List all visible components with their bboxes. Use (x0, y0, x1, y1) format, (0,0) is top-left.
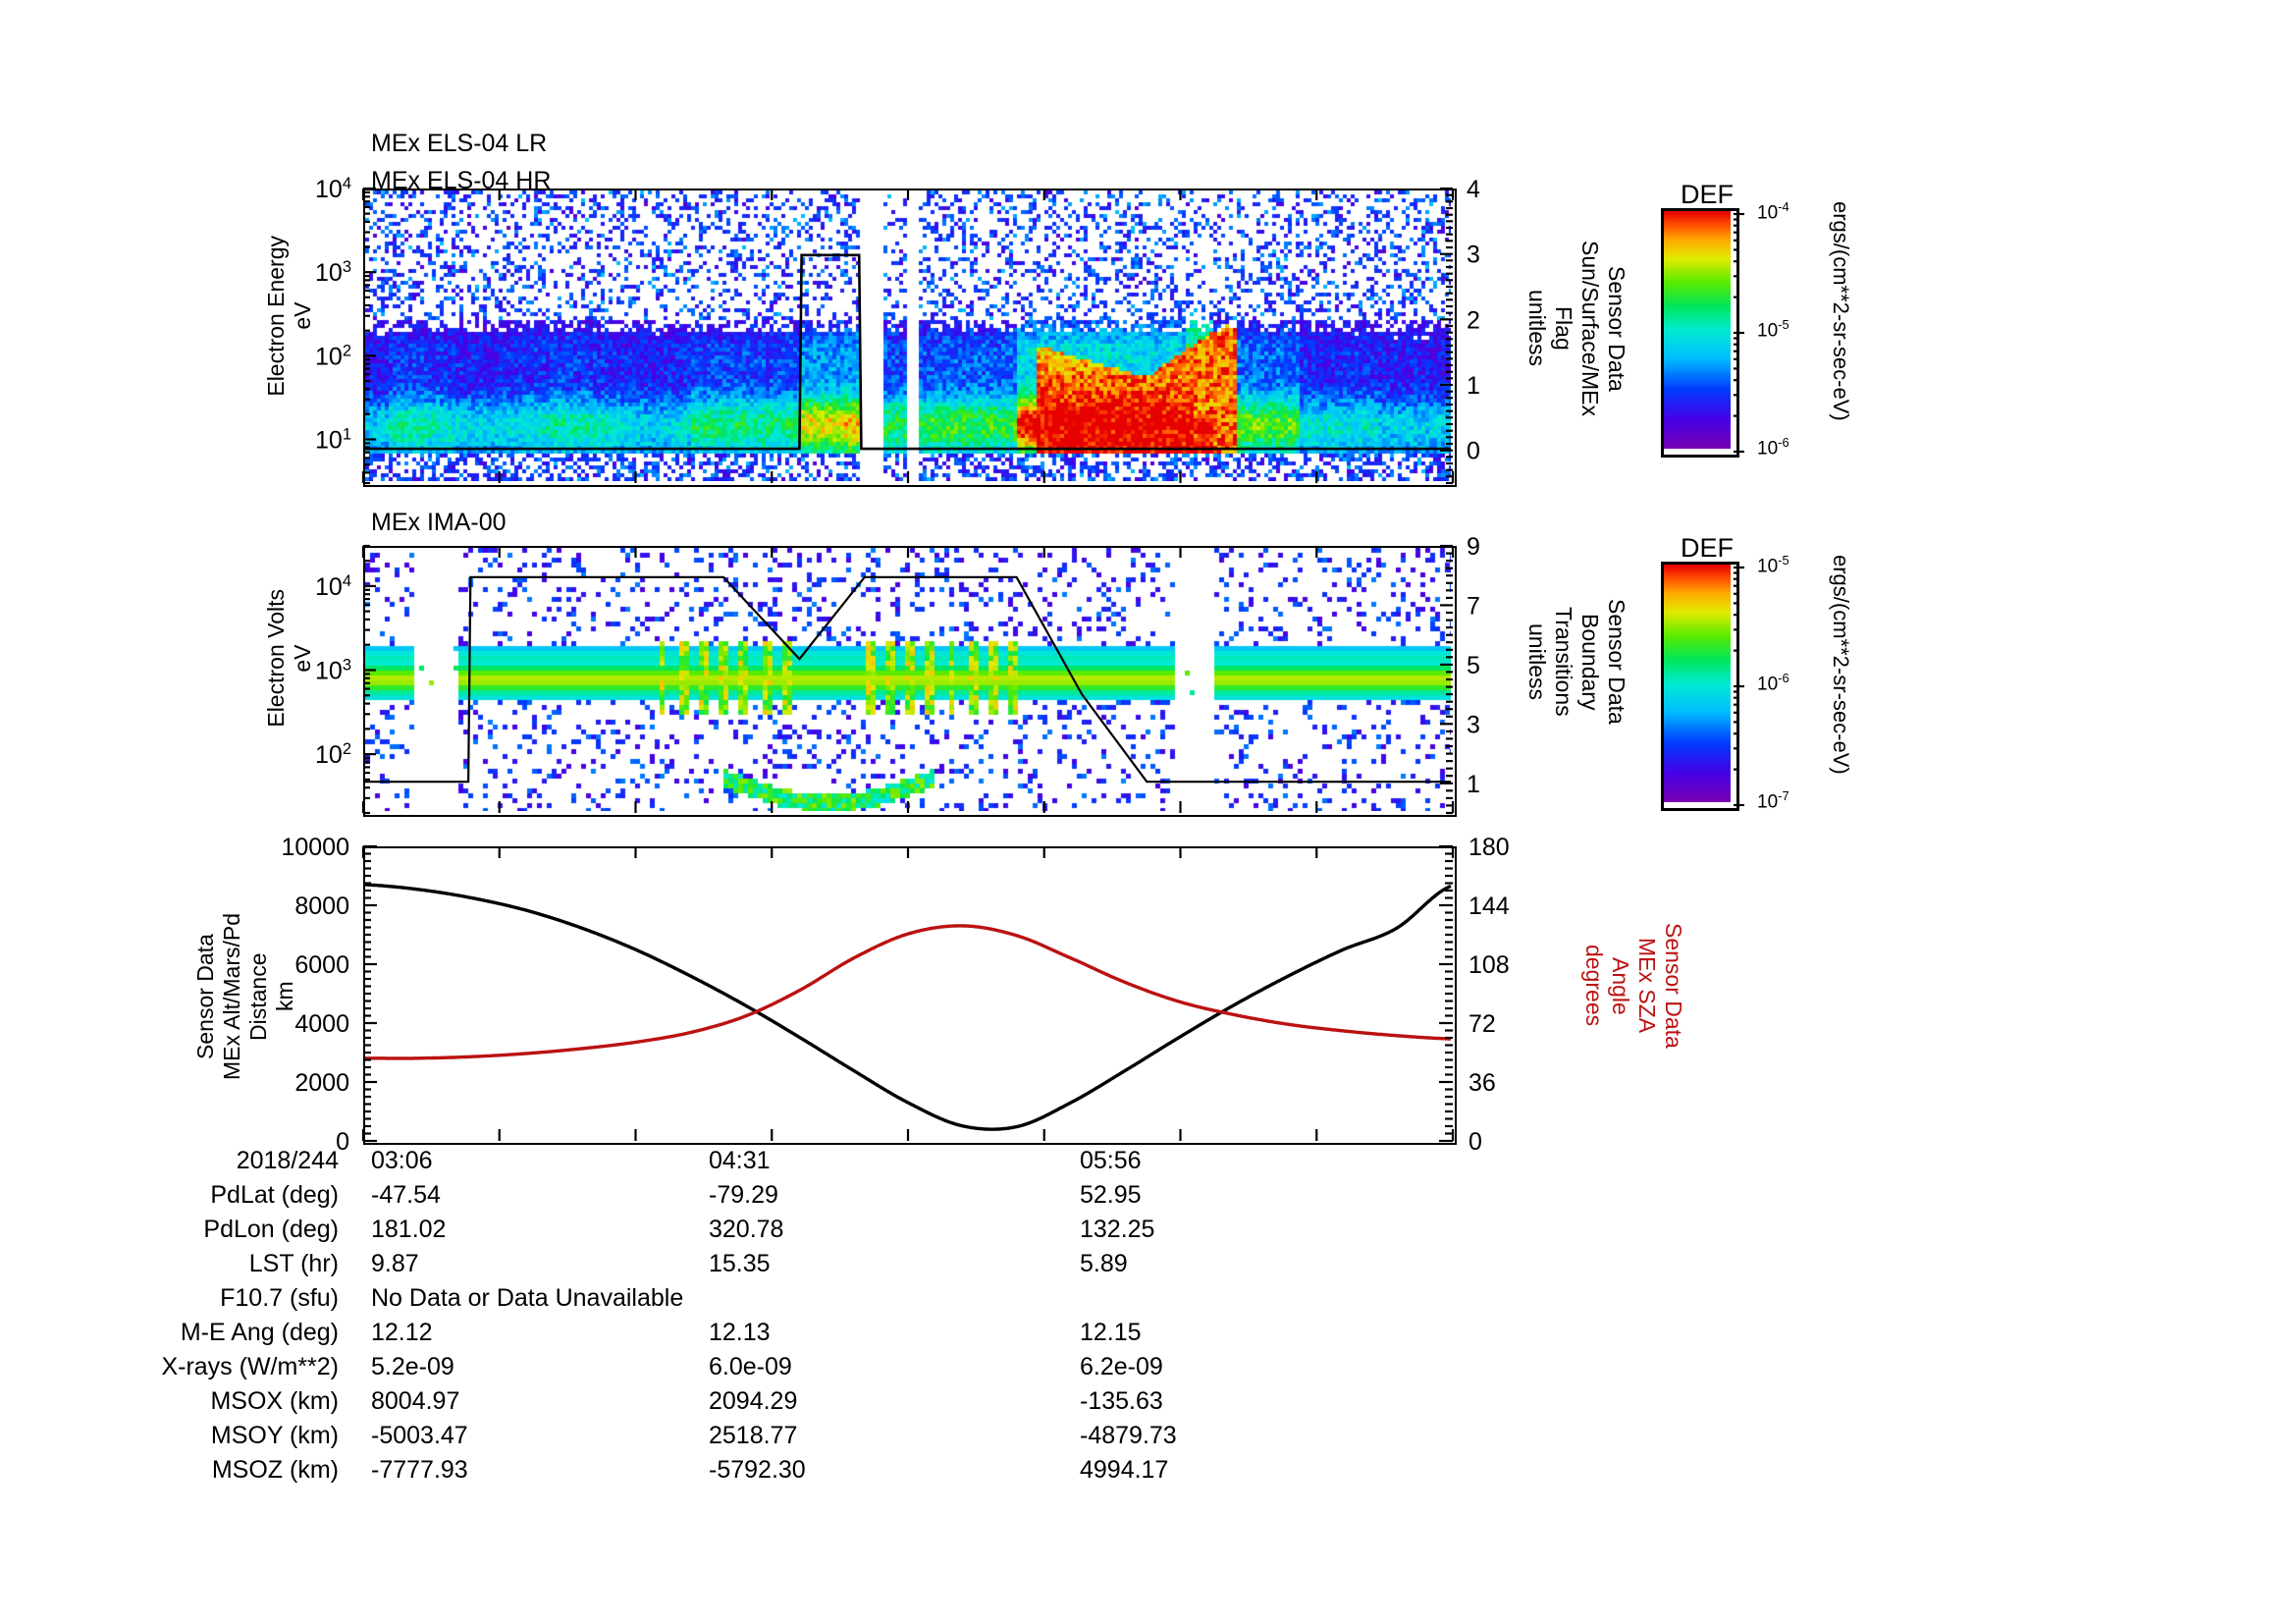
svg-text:7: 7 (1467, 592, 1480, 620)
colorbar-1-unit-label: ergs/(cm**2-sr-sec-eV) (1829, 201, 1853, 421)
svg-text:0: 0 (1468, 1128, 1482, 1156)
footer-row-label: PdLat (deg) (210, 1181, 339, 1209)
svg-text:103: 103 (315, 657, 351, 685)
footer-row-label: X-rays (W/m**2) (161, 1353, 339, 1380)
footer-row-value: 03:06 (371, 1147, 433, 1174)
footer-row-label: MSOY (km) (210, 1422, 339, 1449)
svg-text:4000: 4000 (294, 1010, 349, 1038)
colorbar-2-bottom-label: 10-7 (1757, 788, 1789, 813)
footer-row-value: -47.54 (371, 1181, 441, 1209)
colorbar-1-top-label: 10-4 (1757, 199, 1789, 224)
panel2-right-axis-label: Sensor Data Boundary Transitions unitles… (1524, 599, 1629, 725)
footer-row-value: 5.2e-09 (371, 1353, 454, 1380)
svg-text:6000: 6000 (294, 951, 349, 979)
colorbar-2-unit-label: ergs/(cm**2-sr-sec-eV) (1829, 555, 1853, 775)
footer-row-value: 2518.77 (709, 1422, 798, 1449)
footer-row-value: 2094.29 (709, 1387, 798, 1415)
panel3-lineplot[interactable] (363, 846, 1457, 1145)
footer-row-label: F10.7 (sfu) (220, 1284, 339, 1312)
svg-text:72: 72 (1468, 1010, 1496, 1038)
footer-row-value: -79.29 (709, 1181, 778, 1209)
footer-row-value: 52.95 (1080, 1181, 1142, 1209)
svg-text:3: 3 (1467, 711, 1480, 738)
svg-text:9: 9 (1467, 533, 1480, 561)
footer-row-label: PdLon (deg) (203, 1216, 339, 1243)
footer-row-value: -7777.93 (371, 1456, 468, 1484)
svg-text:101: 101 (315, 426, 351, 455)
panel1-spectrogram[interactable] (363, 189, 1457, 487)
svg-text:102: 102 (315, 342, 351, 370)
svg-text:2000: 2000 (294, 1069, 349, 1097)
svg-text:10000: 10000 (281, 834, 349, 861)
svg-text:102: 102 (315, 740, 351, 769)
footer-row-value: 6.2e-09 (1080, 1353, 1163, 1380)
footer-row-value: -135.63 (1080, 1387, 1163, 1415)
footer-row-value: -4879.73 (1080, 1422, 1177, 1449)
colorbar-2-top-label: 10-5 (1757, 553, 1789, 577)
footer-row-value: 04:31 (709, 1147, 771, 1174)
colorbar-1-mid-label: 10-5 (1757, 317, 1789, 342)
panel3-series-1 (365, 924, 1452, 1060)
footer-row-label: MSOX (km) (210, 1387, 339, 1415)
panel3-series-0 (365, 883, 1452, 1131)
footer-row-value: 132.25 (1080, 1216, 1155, 1243)
footer-row-value: 12.12 (371, 1319, 433, 1346)
panel2-title: MEx IMA-00 (371, 509, 507, 536)
svg-text:5: 5 (1467, 652, 1480, 679)
panel2-axes: 104 103 102 9 7 5 3 1 (315, 533, 1480, 815)
footer-row-value: -5003.47 (371, 1422, 468, 1449)
svg-text:104: 104 (315, 175, 351, 203)
panel3-right-axis-label: Sensor Data MEx SZA Angle degrees (1581, 923, 1686, 1049)
footer-row-label: LST (hr) (248, 1250, 339, 1277)
svg-text:104: 104 (315, 572, 351, 601)
panel2-spectrogram[interactable] (363, 546, 1457, 817)
footer-row-value: 6.0e-09 (709, 1353, 792, 1380)
panel1-title-lr: MEx ELS-04 LR (371, 130, 548, 157)
colorbar-2-mid-label: 10-6 (1757, 671, 1789, 695)
footer-row-label: M-E Ang (deg) (180, 1319, 339, 1346)
footer-row-value: 181.02 (371, 1216, 447, 1243)
svg-text:180: 180 (1468, 834, 1510, 861)
footer-row-value: 5.89 (1080, 1250, 1128, 1277)
panel1-right-axis-label: Sensor Data Sun/Surface/MEx Flag unitles… (1524, 241, 1629, 416)
footer-row-label: MSOZ (km) (211, 1456, 339, 1484)
svg-text:0: 0 (336, 1128, 349, 1156)
footer-row-value: 8004.97 (371, 1387, 460, 1415)
footer-row-value: 4994.17 (1080, 1456, 1169, 1484)
panel3-axes: 10000 8000 6000 4000 2000 0 180 144 108 72 36 0 (281, 834, 1510, 1156)
colorbar-1-ticks (1734, 212, 1744, 454)
svg-text:2: 2 (1467, 306, 1480, 334)
footer-row-value: 15.35 (709, 1250, 771, 1277)
colorbar-2-title: DEF (1681, 533, 1734, 563)
svg-text:36: 36 (1468, 1069, 1496, 1097)
svg-text:1: 1 (1467, 372, 1480, 400)
colorbar-2-ticks (1734, 566, 1744, 807)
footer-row-value: No Data or Data Unavailable (371, 1284, 684, 1312)
footer-row-value: 12.15 (1080, 1319, 1142, 1346)
svg-text:103: 103 (315, 258, 351, 287)
svg-text:1: 1 (1467, 771, 1480, 798)
colorbar-1-bottom-label: 10-6 (1757, 435, 1789, 460)
footer-row-value: 05:56 (1080, 1147, 1142, 1174)
svg-text:144: 144 (1468, 893, 1510, 920)
svg-text:0: 0 (1467, 438, 1480, 465)
svg-text:4: 4 (1467, 176, 1480, 203)
footer-row-value: -5792.30 (709, 1456, 806, 1484)
footer-row-value: 320.78 (709, 1216, 784, 1243)
svg-text:8000: 8000 (294, 893, 349, 920)
colorbar-1-title: DEF (1681, 180, 1734, 209)
svg-text:108: 108 (1468, 951, 1510, 979)
footer-row-label: 2018/244 (236, 1147, 339, 1174)
svg-text:3: 3 (1467, 242, 1480, 269)
footer-row-value: 9.87 (371, 1250, 419, 1277)
footer-row-value: 12.13 (709, 1319, 771, 1346)
